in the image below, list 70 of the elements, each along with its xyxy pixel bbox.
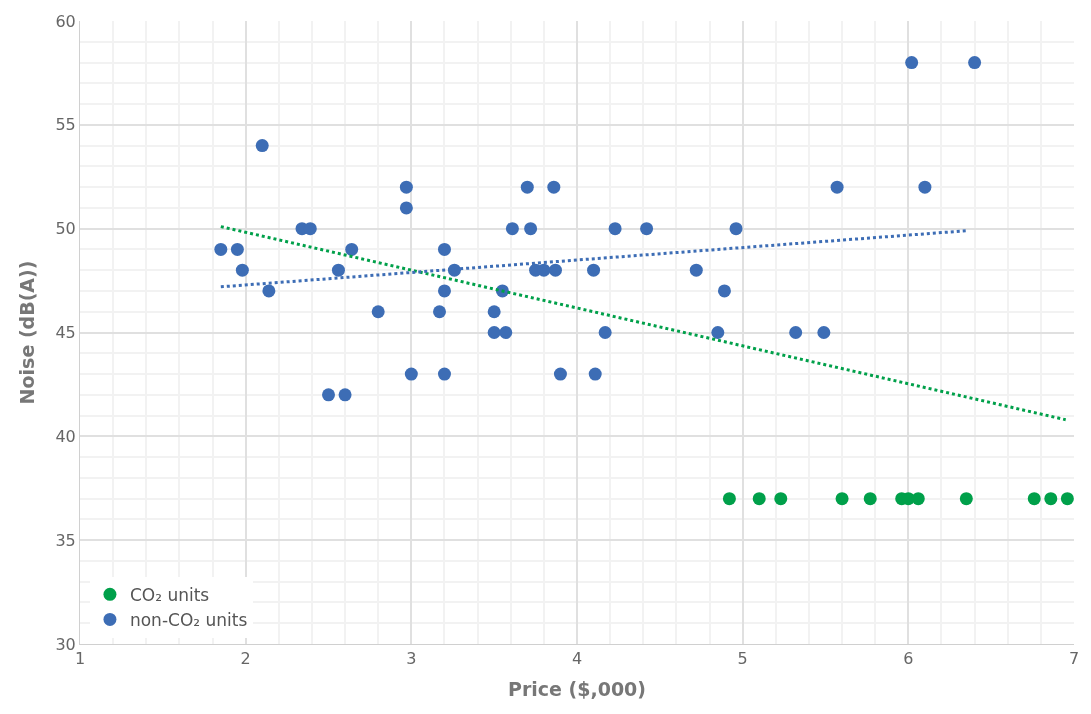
- point: [918, 180, 932, 194]
- point: [905, 56, 919, 70]
- point: [598, 326, 612, 339]
- point: [817, 326, 831, 339]
- point: [789, 326, 803, 339]
- x-tick-label: 5: [737, 649, 748, 669]
- point: [537, 263, 551, 277]
- point: [548, 263, 562, 277]
- point: [774, 492, 788, 506]
- point: [235, 263, 249, 277]
- point: [608, 222, 622, 236]
- y-tick-label: 45: [55, 323, 76, 343]
- point: [752, 492, 766, 506]
- point: [505, 222, 519, 236]
- point: [553, 367, 567, 381]
- y-tick-label: 60: [55, 11, 76, 31]
- point: [433, 305, 446, 319]
- point: [717, 284, 731, 298]
- point: [262, 284, 276, 298]
- point: [640, 222, 654, 236]
- point: [499, 326, 513, 339]
- y-tick-label: 30: [55, 634, 76, 654]
- point: [331, 263, 345, 277]
- point: [404, 367, 418, 381]
- legend-label: CO₂ units: [129, 584, 210, 605]
- y-tick-label: 50: [55, 219, 76, 239]
- y-tick-label: 55: [55, 115, 76, 135]
- point: [547, 180, 561, 194]
- point: [524, 222, 538, 236]
- point: [729, 222, 743, 236]
- point: [399, 201, 413, 215]
- point: [588, 367, 602, 381]
- y-axis-title: Noise (dB(A)): [16, 260, 39, 405]
- point: [338, 388, 352, 402]
- point: [1027, 492, 1041, 506]
- point: [863, 492, 877, 506]
- point: [345, 242, 359, 256]
- point: [437, 367, 451, 381]
- x-tick-label: 7: [1068, 649, 1080, 669]
- legend-label: non-CO₂ units: [129, 610, 248, 631]
- point: [371, 305, 385, 319]
- point: [968, 56, 982, 70]
- point: [487, 305, 501, 319]
- point: [722, 492, 736, 506]
- point: [711, 326, 725, 339]
- point: [437, 284, 451, 298]
- point: [322, 388, 335, 402]
- point: [911, 492, 925, 506]
- y-tick-label: 35: [55, 530, 76, 550]
- point: [520, 180, 534, 194]
- point: [230, 242, 244, 256]
- point: [830, 180, 844, 194]
- x-tick-label: 2: [240, 649, 251, 669]
- point: [835, 492, 849, 506]
- point: [255, 139, 269, 153]
- point: [689, 263, 703, 277]
- point: [437, 242, 451, 256]
- point: [959, 492, 973, 506]
- point: [214, 242, 228, 256]
- x-tick-label: 1: [74, 649, 86, 669]
- point: [399, 180, 413, 194]
- x-axis-title: Price ($,000): [507, 678, 647, 700]
- point: [1060, 492, 1074, 506]
- y-tick-label: 40: [55, 426, 76, 446]
- point: [487, 326, 501, 339]
- x-tick-label: 6: [903, 649, 914, 669]
- x-tick-label: 3: [406, 649, 417, 669]
- x-tick-label: 4: [571, 649, 583, 669]
- point: [587, 263, 601, 277]
- point: [1044, 492, 1058, 506]
